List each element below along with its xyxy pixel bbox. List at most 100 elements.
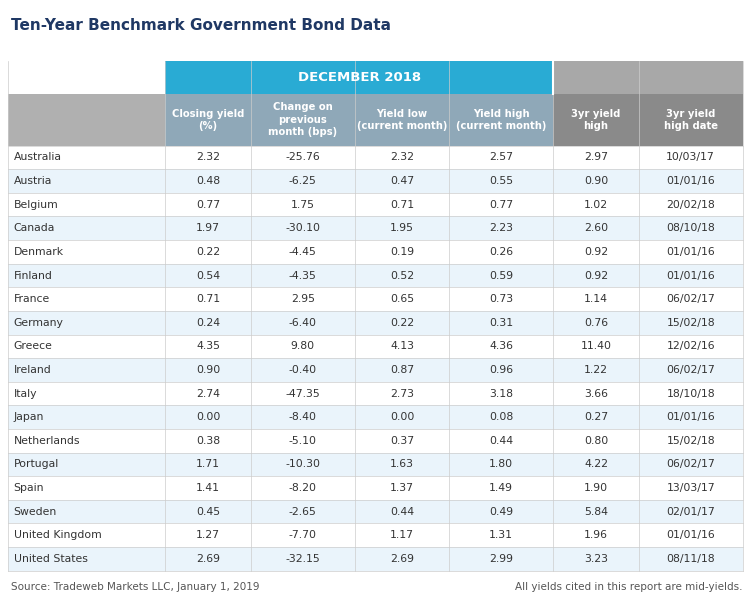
- Text: 1.37: 1.37: [390, 483, 414, 493]
- Text: 0.59: 0.59: [489, 271, 513, 280]
- Text: 0.92: 0.92: [584, 271, 608, 280]
- Text: 1.97: 1.97: [196, 223, 220, 233]
- Text: Austria: Austria: [13, 176, 52, 186]
- Text: 1.71: 1.71: [196, 459, 220, 469]
- Text: 0.54: 0.54: [196, 271, 220, 280]
- Text: 1.96: 1.96: [584, 530, 608, 540]
- Text: 06/02/17: 06/02/17: [666, 459, 715, 469]
- Text: All yields cited in this report are mid-yields.: All yields cited in this report are mid-…: [515, 582, 742, 592]
- Text: 0.76: 0.76: [584, 317, 608, 328]
- Text: 0.90: 0.90: [196, 365, 220, 375]
- Text: 0.87: 0.87: [390, 365, 414, 375]
- Text: 2.99: 2.99: [489, 554, 513, 564]
- Text: 12/02/16: 12/02/16: [666, 341, 715, 351]
- Text: 01/01/16: 01/01/16: [666, 530, 715, 540]
- Text: 0.77: 0.77: [196, 200, 220, 209]
- Text: 0.65: 0.65: [390, 294, 414, 304]
- Text: 0.73: 0.73: [489, 294, 513, 304]
- Text: 0.96: 0.96: [489, 365, 513, 375]
- Text: 0.24: 0.24: [196, 317, 220, 328]
- Text: Australia: Australia: [13, 152, 62, 163]
- Text: 01/01/16: 01/01/16: [666, 412, 715, 422]
- Text: 1.02: 1.02: [584, 200, 608, 209]
- Text: 0.90: 0.90: [584, 176, 608, 186]
- Text: -47.35: -47.35: [286, 388, 320, 399]
- Text: Portugal: Portugal: [13, 459, 58, 469]
- Text: 0.00: 0.00: [196, 412, 220, 422]
- Text: 01/01/16: 01/01/16: [666, 176, 715, 186]
- Text: -6.40: -6.40: [289, 317, 316, 328]
- Text: -10.30: -10.30: [285, 459, 320, 469]
- Text: 0.71: 0.71: [196, 294, 220, 304]
- Text: -2.65: -2.65: [289, 507, 316, 517]
- Text: Finland: Finland: [13, 271, 52, 280]
- Text: 0.45: 0.45: [196, 507, 220, 517]
- Text: -4.45: -4.45: [289, 247, 316, 257]
- Text: 1.22: 1.22: [584, 365, 608, 375]
- Text: 5.84: 5.84: [584, 507, 608, 517]
- Text: 4.22: 4.22: [584, 459, 608, 469]
- Text: 1.95: 1.95: [390, 223, 414, 233]
- Text: Change on
previous
month (bps): Change on previous month (bps): [268, 103, 338, 137]
- Text: -30.10: -30.10: [285, 223, 320, 233]
- Text: 0.38: 0.38: [196, 436, 220, 446]
- Text: 2.32: 2.32: [196, 152, 220, 163]
- Text: 08/10/18: 08/10/18: [666, 223, 715, 233]
- Text: Yield high
(current month): Yield high (current month): [456, 109, 547, 131]
- Text: -6.25: -6.25: [289, 176, 316, 186]
- Text: 1.27: 1.27: [196, 530, 220, 540]
- Text: 2.74: 2.74: [196, 388, 220, 399]
- Text: 3yr yield
high date: 3yr yield high date: [664, 109, 718, 131]
- Text: United Kingdom: United Kingdom: [13, 530, 101, 540]
- Text: Source: Tradeweb Markets LLC, January 1, 2019: Source: Tradeweb Markets LLC, January 1,…: [11, 582, 260, 592]
- Text: 4.36: 4.36: [489, 341, 513, 351]
- Text: 1.17: 1.17: [390, 530, 414, 540]
- Text: 0.26: 0.26: [489, 247, 513, 257]
- Text: 1.90: 1.90: [584, 483, 608, 493]
- Text: 11.40: 11.40: [580, 341, 611, 351]
- Text: Yield low
(current month): Yield low (current month): [357, 109, 447, 131]
- Text: 0.52: 0.52: [390, 271, 414, 280]
- Text: 0.44: 0.44: [390, 507, 414, 517]
- Text: 2.69: 2.69: [390, 554, 414, 564]
- Text: 1.75: 1.75: [291, 200, 315, 209]
- Text: 0.22: 0.22: [196, 247, 220, 257]
- Text: 3.66: 3.66: [584, 388, 608, 399]
- Text: 06/02/17: 06/02/17: [666, 365, 715, 375]
- Text: 3yr yield
high: 3yr yield high: [572, 109, 621, 131]
- Text: 3.18: 3.18: [489, 388, 513, 399]
- Text: 0.22: 0.22: [390, 317, 414, 328]
- Text: 2.57: 2.57: [489, 152, 513, 163]
- Text: Denmark: Denmark: [13, 247, 64, 257]
- Text: 13/03/17: 13/03/17: [666, 483, 715, 493]
- Text: 3.23: 3.23: [584, 554, 608, 564]
- Text: 2.60: 2.60: [584, 223, 608, 233]
- Text: 0.37: 0.37: [390, 436, 414, 446]
- Text: France: France: [13, 294, 50, 304]
- Text: 0.71: 0.71: [390, 200, 414, 209]
- Text: Closing yield
(%): Closing yield (%): [172, 109, 244, 131]
- Text: -8.40: -8.40: [289, 412, 316, 422]
- Text: 0.55: 0.55: [489, 176, 513, 186]
- Text: 4.13: 4.13: [390, 341, 414, 351]
- Text: 2.95: 2.95: [291, 294, 315, 304]
- Text: Ten-Year Benchmark Government Bond Data: Ten-Year Benchmark Government Bond Data: [11, 18, 392, 33]
- Text: 2.23: 2.23: [489, 223, 513, 233]
- Text: 0.48: 0.48: [196, 176, 220, 186]
- Text: 2.73: 2.73: [390, 388, 414, 399]
- Text: 2.97: 2.97: [584, 152, 608, 163]
- Text: 0.08: 0.08: [489, 412, 514, 422]
- Text: -0.40: -0.40: [289, 365, 317, 375]
- Text: 0.77: 0.77: [489, 200, 513, 209]
- Text: DECEMBER 2018: DECEMBER 2018: [298, 71, 421, 84]
- Text: 1.63: 1.63: [390, 459, 414, 469]
- Text: Canada: Canada: [13, 223, 55, 233]
- Text: -5.10: -5.10: [289, 436, 316, 446]
- Text: -32.15: -32.15: [286, 554, 320, 564]
- Text: 0.00: 0.00: [390, 412, 414, 422]
- Text: 01/01/16: 01/01/16: [666, 271, 715, 280]
- Text: 15/02/18: 15/02/18: [666, 436, 715, 446]
- Text: Spain: Spain: [13, 483, 44, 493]
- Text: 1.31: 1.31: [489, 530, 513, 540]
- Text: Japan: Japan: [13, 412, 44, 422]
